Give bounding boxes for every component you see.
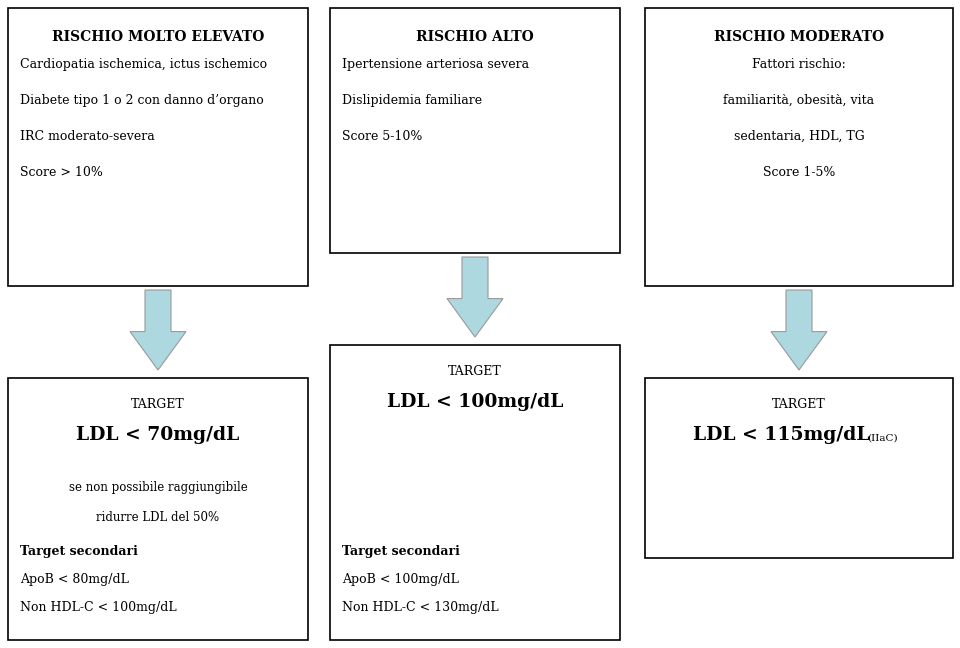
Text: TARGET: TARGET [132, 398, 185, 411]
Text: Score > 10%: Score > 10% [20, 166, 103, 179]
Bar [645, 8, 953, 286]
Polygon shape [771, 290, 827, 370]
Bar [8, 8, 308, 286]
Bar [330, 345, 620, 640]
Text: RISCHIO MODERATO: RISCHIO MODERATO [714, 30, 884, 44]
Text: IRC moderato-severa: IRC moderato-severa [20, 130, 155, 143]
Text: Score 1-5%: Score 1-5% [763, 166, 835, 179]
Text: TARGET: TARGET [772, 398, 826, 411]
Text: se non possibile raggiungibile: se non possibile raggiungibile [68, 481, 248, 494]
Bar [330, 8, 620, 253]
Text: TARGET: TARGET [448, 365, 502, 378]
Bar [645, 378, 953, 558]
Text: Non HDL-C < 100mg/dL: Non HDL-C < 100mg/dL [20, 601, 177, 614]
Text: Score 5-10%: Score 5-10% [342, 130, 422, 143]
Text: Ipertensione arteriosa severa: Ipertensione arteriosa severa [342, 58, 529, 71]
Text: Cardiopatia ischemica, ictus ischemico: Cardiopatia ischemica, ictus ischemico [20, 58, 267, 71]
Text: (IIaC): (IIaC) [867, 434, 898, 443]
Text: Diabete tipo 1 o 2 con danno d’organo: Diabete tipo 1 o 2 con danno d’organo [20, 94, 264, 107]
Text: ApoB < 80mg/dL: ApoB < 80mg/dL [20, 573, 129, 586]
Text: Non HDL-C < 130mg/dL: Non HDL-C < 130mg/dL [342, 601, 498, 614]
Polygon shape [130, 290, 186, 370]
Text: ridurre LDL del 50%: ridurre LDL del 50% [96, 511, 220, 524]
Text: familiarità, obesità, vita: familiarità, obesità, vita [724, 94, 875, 107]
Text: LDL < 70mg/dL: LDL < 70mg/dL [77, 426, 240, 444]
Text: LDL < 100mg/dL: LDL < 100mg/dL [387, 393, 564, 411]
Polygon shape [447, 257, 503, 337]
Text: RISCHIO ALTO: RISCHIO ALTO [416, 30, 534, 44]
Text: Dislipidemia familiare: Dislipidemia familiare [342, 94, 482, 107]
Text: Fattori rischio:: Fattori rischio: [752, 58, 846, 71]
Text: RISCHIO MOLTO ELEVATO: RISCHIO MOLTO ELEVATO [52, 30, 264, 44]
Text: Target secondari: Target secondari [20, 545, 138, 558]
Bar [8, 378, 308, 640]
Text: Target secondari: Target secondari [342, 545, 460, 558]
Text: LDL < 115mg/dL: LDL < 115mg/dL [693, 426, 869, 444]
Text: sedentaria, HDL, TG: sedentaria, HDL, TG [733, 130, 864, 143]
Text: ApoB < 100mg/dL: ApoB < 100mg/dL [342, 573, 459, 586]
